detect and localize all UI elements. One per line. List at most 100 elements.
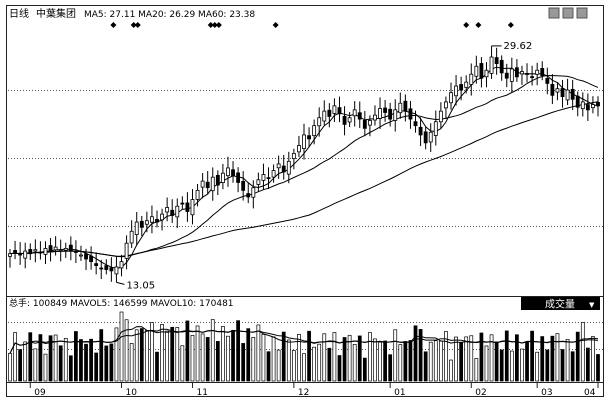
candle-down [155,219,159,223]
candle-down [596,101,600,107]
volume-bar [444,331,448,382]
volume-bar [139,328,144,382]
candle-up [276,163,281,169]
candle-up [322,110,327,122]
moving-average-lines [9,66,599,269]
volume-bar [63,337,68,382]
candle-down [525,73,529,75]
volume-bar [241,343,246,382]
candle-down [408,108,413,120]
volume-bar [205,337,210,382]
candle-up [398,102,403,114]
ma60-line [9,101,599,257]
volume-bar [89,338,93,382]
volume-bar [403,341,408,382]
signal-markers [110,22,514,28]
volume-bar [43,353,48,382]
candle-down [99,267,104,270]
close-icon[interactable] [576,7,588,19]
candle-up [484,69,489,78]
volume-bar [99,329,104,382]
volume-bar [53,334,58,382]
volume-bar [94,352,99,382]
candle-up [210,176,215,192]
volume-bar [286,339,291,382]
volume-bar [38,334,43,382]
candle-down [139,220,144,228]
candle-down [403,100,408,112]
candle-up [165,207,170,213]
candle-up [444,101,448,109]
low-annotation: 13.05 [116,280,155,291]
volume-bar [68,355,73,382]
candle-up [144,220,149,225]
volume-bar [357,335,362,382]
candle-up [291,152,296,160]
candle-up [352,109,357,117]
volume-bar [271,336,276,382]
volume-bars [8,311,600,382]
candle-up [190,199,195,216]
candle-down [84,253,88,260]
indicator-selector[interactable] [521,297,600,310]
candle-down [205,181,210,189]
candle-down [479,63,484,79]
volume-bar [596,354,600,382]
volume-bar [464,336,469,382]
ma20-line [9,74,599,258]
volume-bar [459,342,464,382]
volume-bar [210,319,215,382]
restore-icon[interactable] [562,7,574,19]
candle-down [362,119,367,129]
candle-up [535,69,540,75]
volume-bar [474,358,479,382]
candle-up [286,160,291,175]
volume-bar [423,351,428,382]
candle-up [175,205,180,218]
candle-up [428,131,433,143]
candle-down [89,255,94,263]
minimize-icon[interactable] [548,7,560,19]
candle-down [109,267,114,272]
price-gridlines [8,90,603,227]
volume-bar [124,319,129,382]
volume-bar [408,340,413,382]
candle-up [347,117,352,123]
volume-bar [454,336,458,382]
volume-bar [530,330,534,382]
candle-up [271,170,276,178]
volume-bar [170,326,175,382]
volume-bar [327,347,332,382]
volume-gridlines [8,322,603,350]
volume-bar [438,340,443,382]
volume-bar [74,331,78,382]
volume-bar [570,351,575,382]
volume-bar [195,325,200,382]
volume-bar [8,353,12,382]
candle-down [241,180,246,191]
candle-up [580,101,585,110]
candle-down [94,263,99,266]
candle-up [134,221,139,235]
volume-bar [185,320,190,382]
high-annotation: 29.62 [491,41,532,52]
candle-up [393,109,398,121]
volume-bar [388,354,393,382]
ma-summary: MA5: 27.11 MA20: 26.29 MA60: 23.38 [84,10,255,20]
volume-summary: 总手: 100849 MAVOL5: 146599 MAVOL10: 17048… [9,297,234,309]
candle-down [575,95,580,108]
candle-up [23,250,28,259]
chevron-down-icon[interactable]: ▼ [589,301,595,309]
candle-down [388,108,393,120]
signal-marker-icon [272,22,279,28]
volume-bar [129,343,134,382]
signal-marker-icon [130,22,137,28]
candle-up [195,189,200,200]
volume-bar [428,341,433,382]
x-tick-label: 12 [298,388,309,398]
volume-bar [555,333,560,382]
volume-bar [134,329,139,382]
indicator-selector-label: 成交量 [545,298,575,311]
volume-bar [281,331,286,382]
